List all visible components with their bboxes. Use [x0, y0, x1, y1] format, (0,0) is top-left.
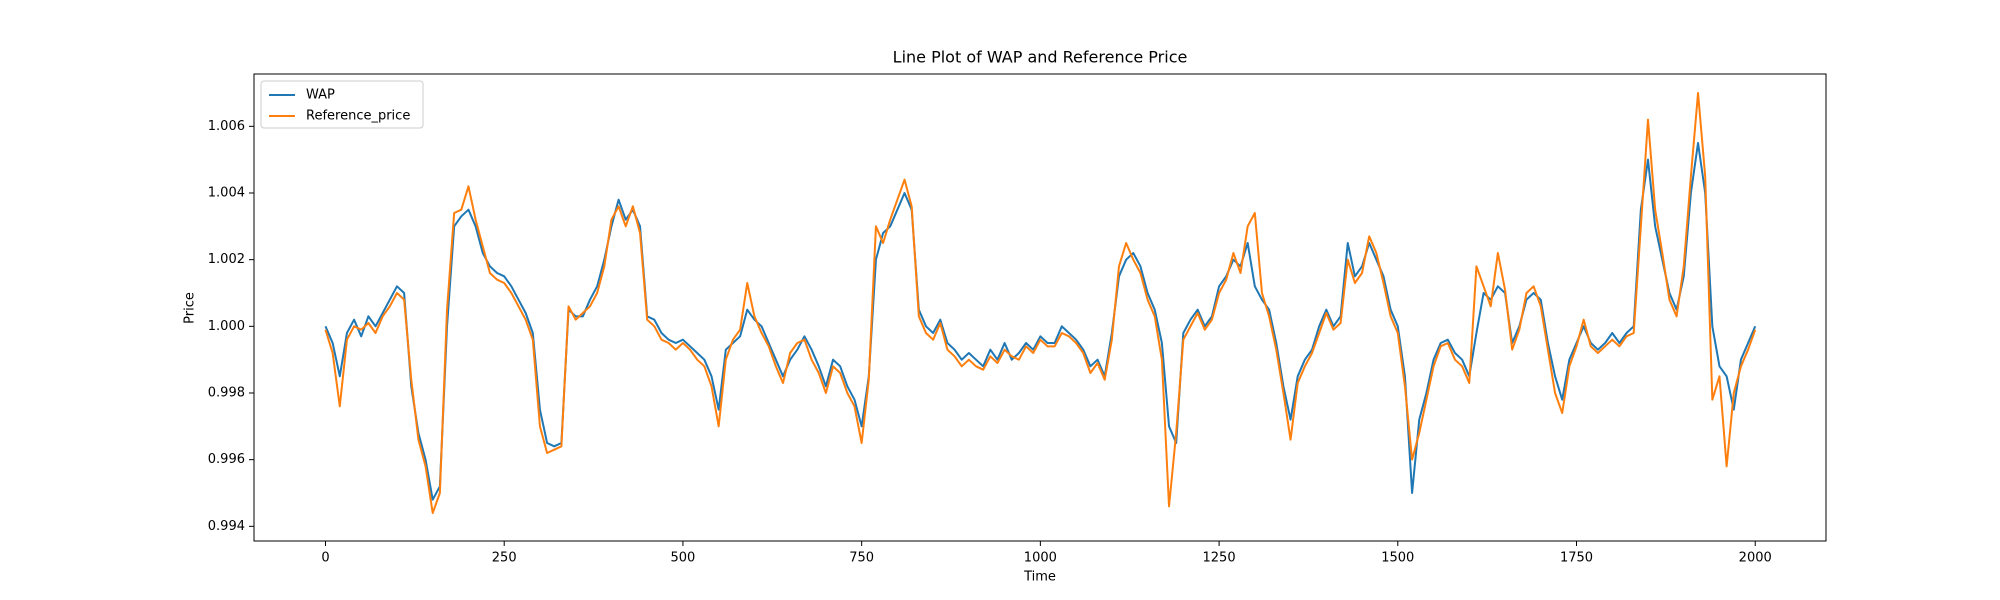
series-line	[324, 92, 1757, 514]
x-tick-label: 1000	[1024, 551, 1057, 566]
y-tick-label: 0.996	[208, 452, 245, 467]
y-axis-label: Price	[183, 292, 198, 324]
chart-title: Line Plot of WAP and Reference Price	[893, 48, 1188, 67]
x-tick-label: 250	[492, 551, 517, 566]
x-tick-label: 1250	[1203, 551, 1236, 566]
y-tick-label: 1.002	[208, 252, 245, 267]
legend-box	[260, 80, 424, 129]
x-tick-label: 750	[849, 551, 874, 566]
x-axis-label: Time	[1023, 570, 1056, 585]
x-tick-label: 1750	[1560, 551, 1593, 566]
plot-frame	[253, 73, 1827, 542]
legend-label: Reference_price	[306, 109, 410, 124]
y-tick-label: 0.994	[208, 519, 245, 534]
legend-label: WAP	[306, 88, 335, 103]
y-tick-label: 1.004	[208, 186, 245, 201]
x-tick-label: 0	[321, 551, 329, 566]
x-tick-label: 1500	[1381, 551, 1414, 566]
series-line	[324, 142, 1757, 501]
y-tick-label: 1.000	[208, 319, 245, 334]
y-tick-label: 0.998	[208, 386, 245, 401]
x-tick-label: 500	[671, 551, 696, 566]
y-tick-label: 1.006	[208, 119, 245, 134]
x-tick-label: 2000	[1739, 551, 1772, 566]
